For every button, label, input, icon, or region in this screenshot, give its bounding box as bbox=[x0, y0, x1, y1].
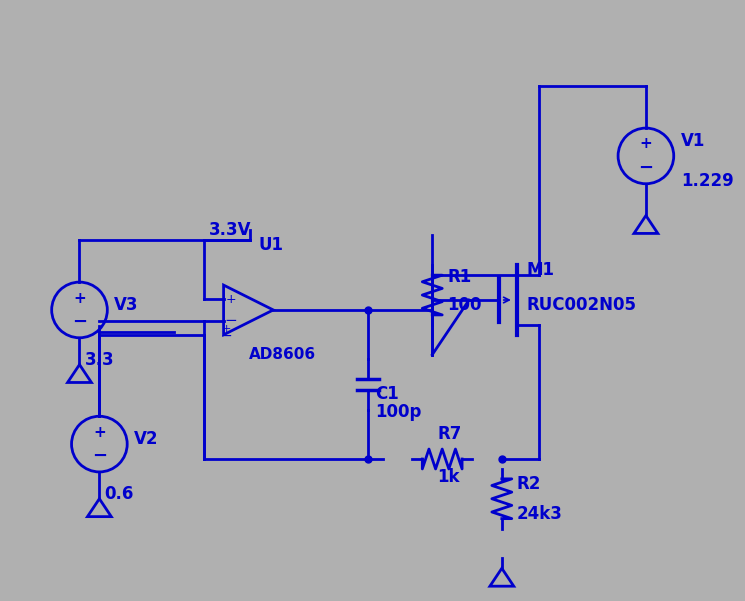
Text: R2: R2 bbox=[517, 475, 541, 493]
Text: 1.229: 1.229 bbox=[681, 172, 733, 190]
Text: 24k3: 24k3 bbox=[517, 505, 562, 523]
Text: RUC002N05: RUC002N05 bbox=[527, 296, 637, 314]
Text: +: + bbox=[73, 290, 86, 305]
Text: AD8606: AD8606 bbox=[248, 347, 316, 362]
Text: 100: 100 bbox=[447, 296, 482, 314]
Text: V3: V3 bbox=[114, 296, 139, 314]
Text: −: − bbox=[225, 313, 238, 328]
Text: R1: R1 bbox=[447, 268, 472, 286]
Text: +: + bbox=[93, 425, 106, 440]
Text: 3.3V: 3.3V bbox=[209, 221, 251, 239]
Text: +: + bbox=[221, 324, 231, 334]
Text: C1: C1 bbox=[375, 385, 399, 403]
Text: −: − bbox=[92, 447, 107, 465]
Text: +: + bbox=[639, 136, 653, 151]
Text: 3.3: 3.3 bbox=[84, 350, 114, 368]
Text: 0.6: 0.6 bbox=[104, 485, 133, 503]
Text: −: − bbox=[72, 313, 87, 331]
Text: R7: R7 bbox=[437, 425, 462, 443]
Text: U1: U1 bbox=[259, 236, 283, 254]
Text: 100p: 100p bbox=[375, 403, 422, 421]
Text: 1k: 1k bbox=[437, 468, 460, 486]
Text: M1: M1 bbox=[527, 261, 555, 279]
Text: V2: V2 bbox=[134, 430, 159, 448]
Text: −: − bbox=[638, 159, 653, 177]
Text: V1: V1 bbox=[681, 132, 705, 150]
Text: +: + bbox=[226, 293, 236, 305]
Text: −: − bbox=[221, 329, 232, 343]
